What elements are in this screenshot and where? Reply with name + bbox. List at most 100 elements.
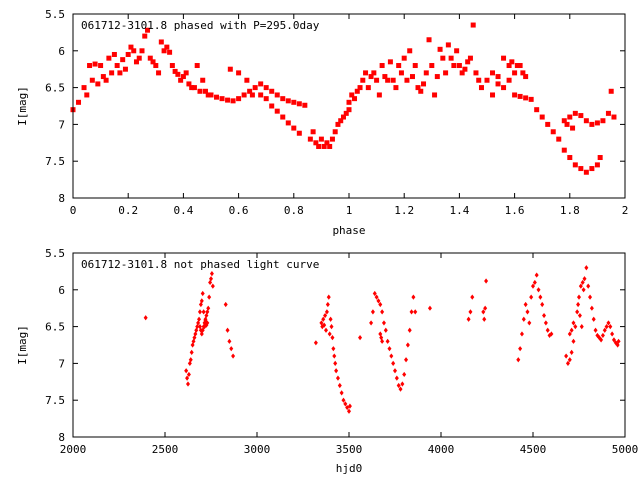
data-point [372,290,377,297]
data-point [324,309,329,315]
x-tick-label: 0.6 [229,204,249,217]
data-point [381,320,386,326]
data-point [321,143,327,149]
data-point [339,390,344,396]
data-point [145,27,151,33]
data-point [470,294,475,300]
data-point [523,74,529,80]
data-point [591,316,596,322]
data-point [209,276,213,282]
data-point [200,290,205,297]
data-point [189,349,194,355]
data-point [490,70,496,76]
data-point [536,287,541,293]
data-point [421,81,427,87]
data-point [195,324,200,330]
data-point [407,327,412,333]
data-point [389,353,394,359]
data-point [427,305,432,311]
data-point [412,63,418,69]
data-point [263,96,269,102]
data-point [478,85,484,91]
data-point [611,114,617,120]
data-point [518,346,523,352]
data-point [380,309,385,315]
data-point [517,93,523,99]
x-tick-label: 3000 [244,443,271,456]
data-point [451,63,457,69]
data-point [616,338,621,344]
phased-plot-frame [72,13,626,199]
data-point [133,59,139,65]
data-point [201,324,206,330]
data-point [327,143,333,149]
data-point [369,320,374,326]
data-point [534,272,539,278]
data-point [390,77,396,83]
data-point [432,92,438,98]
x-tick-label: 0.8 [284,204,304,217]
data-point [529,294,534,300]
data-point [398,386,403,392]
data-point [153,63,159,69]
y-tick-label: 5.5 [45,8,65,21]
data-point [202,88,208,94]
data-point [600,118,606,124]
data-point [258,92,264,98]
data-point [296,130,302,136]
data-point [506,63,512,69]
data-point [143,315,148,321]
data-point [313,140,319,146]
data-point [322,322,327,328]
data-point [98,63,104,69]
data-point [227,338,232,344]
data-point [285,120,291,126]
data-point [310,129,316,135]
data-point [318,136,324,142]
data-point [335,375,340,381]
data-point [378,301,383,308]
data-point [506,77,512,83]
data-point [545,327,550,333]
data-point [192,335,197,341]
data-point [387,59,393,65]
data-point [122,66,128,72]
data-point [517,63,523,69]
data-point [570,125,576,131]
data-point [606,320,611,326]
data-point [545,121,551,127]
data-point [338,118,344,124]
data-point [473,70,479,76]
data-point [405,342,410,348]
data-point [203,318,208,324]
data-point [346,107,352,113]
data-point [370,309,375,315]
data-point [347,408,351,414]
data-point [385,338,390,344]
data-point [512,70,518,76]
data-point [476,77,482,83]
data-point [109,70,115,76]
data-point [516,357,521,363]
data-point [527,320,532,326]
data-point [252,85,258,91]
data-point [402,371,407,378]
data-point [409,74,415,80]
x-tick-label: 2000 [60,443,87,456]
data-point [329,324,334,330]
data-point [114,63,120,69]
data-point [87,63,93,69]
data-point [280,114,286,120]
data-point [569,349,574,355]
data-point [393,85,399,91]
data-point [561,118,567,124]
data-point [445,42,451,48]
data-point [456,63,462,69]
y-tick-label: 6.5 [45,321,65,334]
data-point [325,301,330,308]
data-point [187,360,192,366]
data-point [346,99,352,105]
data-point [589,305,594,311]
data-point [398,70,404,76]
